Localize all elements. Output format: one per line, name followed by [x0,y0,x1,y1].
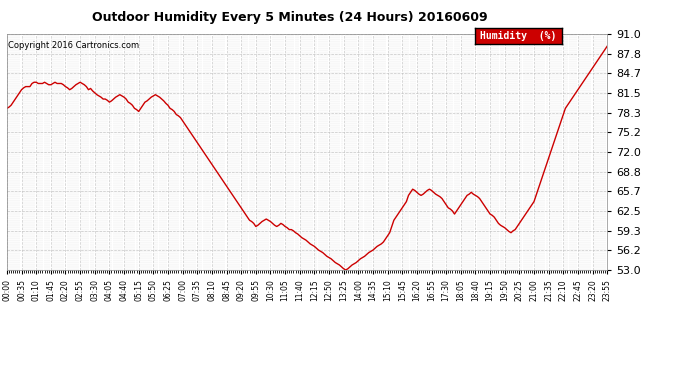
Text: Outdoor Humidity Every 5 Minutes (24 Hours) 20160609: Outdoor Humidity Every 5 Minutes (24 Hou… [92,11,488,24]
Text: Copyright 2016 Cartronics.com: Copyright 2016 Cartronics.com [8,41,139,50]
